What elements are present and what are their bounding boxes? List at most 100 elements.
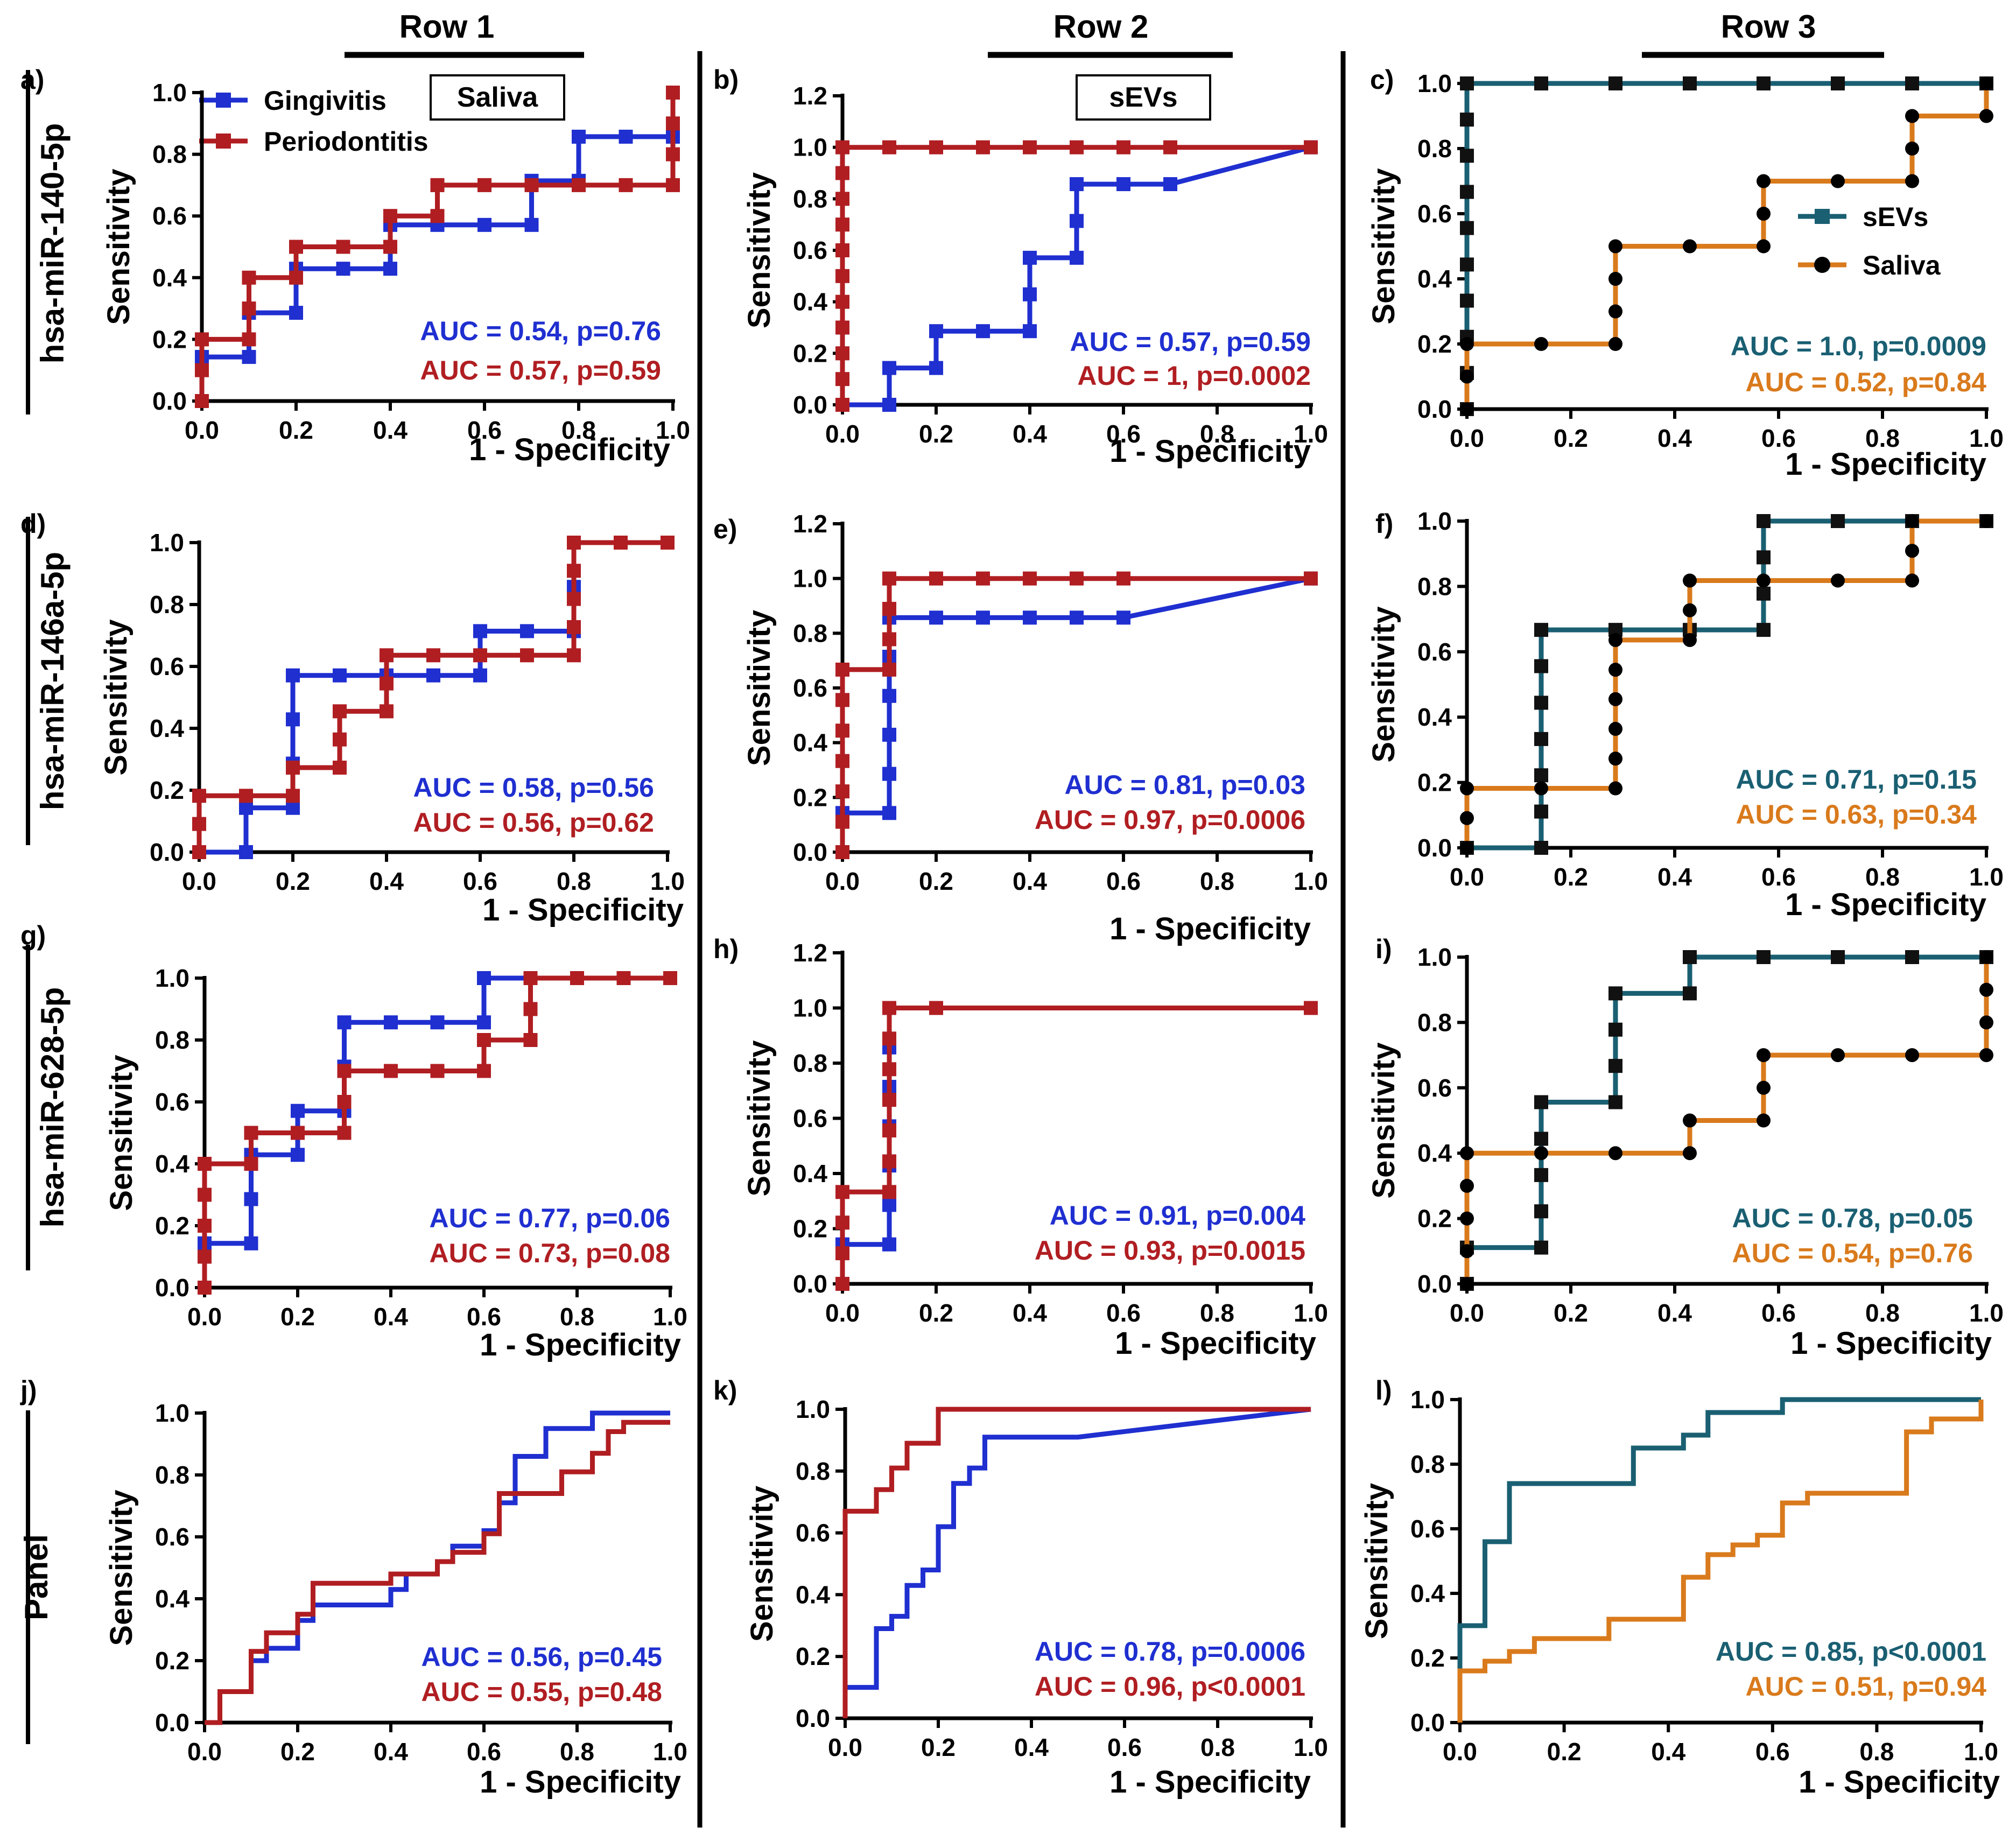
data-point	[882, 602, 896, 616]
x-tick-label: 0.6	[1106, 867, 1141, 895]
y-tick-label: 0.2	[793, 1215, 827, 1243]
x-tick-label: 0.0	[187, 1738, 222, 1766]
y-tick-label: 0.8	[155, 1461, 189, 1489]
data-point	[1304, 140, 1318, 154]
data-point	[1608, 986, 1622, 1001]
data-point	[1534, 1204, 1548, 1219]
y-tick-label: 0.4	[152, 264, 187, 292]
y-tick-label: 0.6	[1417, 1074, 1452, 1102]
data-point	[1979, 109, 1993, 123]
x-tick-label: 0.4	[1651, 1738, 1685, 1766]
data-point	[1116, 610, 1130, 625]
data-point	[1534, 1168, 1548, 1182]
data-point	[1534, 695, 1548, 710]
svg-text:sEVs: sEVs	[1109, 82, 1177, 113]
data-point	[1534, 841, 1548, 855]
panel-letter: a)	[20, 65, 44, 95]
data-point	[239, 800, 253, 815]
data-point	[192, 845, 206, 859]
data-point	[195, 332, 209, 347]
y-tick-label: 0.8	[155, 1026, 189, 1054]
data-point	[616, 971, 631, 985]
data-point	[661, 536, 675, 550]
data-point	[1534, 768, 1548, 783]
data-point	[1534, 623, 1548, 637]
data-point	[1757, 586, 1771, 601]
y-tick-label: 0.4	[793, 288, 827, 316]
x-tick-label: 0.4	[374, 1303, 408, 1331]
x-tick-label: 1.0	[1294, 1733, 1328, 1761]
data-point	[882, 806, 896, 820]
data-point	[1070, 250, 1084, 265]
y-axis-title: Sensitivity	[742, 1040, 777, 1196]
data-point	[572, 129, 586, 144]
x-tick-label: 0.6	[1761, 424, 1796, 452]
y-axis-title: Sensitivity	[744, 1486, 779, 1642]
data-point	[192, 817, 206, 831]
y-tick-label: 1.2	[793, 510, 827, 538]
y-tick-label: 0.6	[793, 1105, 827, 1133]
x-tick-label: 0.4	[1013, 1299, 1047, 1327]
data-point	[1608, 663, 1622, 677]
data-point	[244, 1192, 258, 1206]
legend-gingivitis-periodontitis: Gingivitis Periodontitis	[199, 86, 429, 157]
y-tick-label: 0.0	[152, 387, 187, 415]
auc-annotation: AUC = 0.58, p=0.56	[413, 772, 654, 803]
data-point	[1682, 950, 1697, 964]
data-point	[835, 1185, 849, 1199]
x-tick-label: 1.0	[653, 1738, 687, 1766]
data-point	[1163, 177, 1177, 192]
data-point	[567, 648, 581, 663]
x-tick-label: 0.2	[279, 416, 313, 444]
data-point	[882, 688, 896, 703]
data-point	[1023, 140, 1037, 154]
series-saliva	[1460, 76, 1993, 416]
y-axis-title: Sensitivity	[742, 610, 777, 766]
panel-l: 0.00.20.40.60.81.00.0 0.2 0.4 0.6 0.8 1.01 - …	[1359, 1375, 2000, 1800]
panel-letter: k)	[713, 1375, 737, 1406]
series-periodontitis	[835, 571, 1318, 859]
data-point	[929, 610, 943, 625]
y-tick-label: 0.0	[1417, 395, 1452, 423]
data-point	[976, 324, 990, 339]
x-tick-label: 0.0	[1450, 424, 1484, 452]
x-axis-title: 1 - Specificity	[480, 1327, 681, 1362]
data-point	[289, 270, 303, 285]
y-tick-label: 1.0	[793, 133, 827, 161]
y-tick-label: 0.8	[793, 619, 827, 647]
auc-annotation: AUC = 0.77, p=0.06	[430, 1203, 670, 1233]
series-periodontitis	[835, 1001, 1318, 1291]
column-title-3: Row 3	[1721, 9, 1816, 45]
data-point	[835, 398, 849, 412]
data-point	[666, 147, 680, 161]
data-point	[1023, 610, 1037, 625]
data-point	[929, 571, 943, 586]
data-point	[1831, 76, 1845, 90]
x-axis-title: 1 - Specificity	[1790, 1326, 1992, 1361]
x-tick-label: 0.6	[467, 1738, 501, 1766]
data-point	[1757, 76, 1771, 90]
data-point	[198, 1157, 212, 1171]
data-point	[1905, 142, 1920, 156]
data-point	[976, 571, 990, 586]
panel-c: 0.00.20.40.60.81.00.0 0.2 0.4 0.6 0.8 1.01 - …	[1366, 65, 2004, 482]
data-point	[1460, 811, 1474, 825]
y-tick-label: 0.8	[1417, 572, 1452, 600]
roc-line	[1457, 1397, 1981, 1723]
auc-annotation: AUC = 0.93, p=0.0015	[1035, 1235, 1305, 1266]
data-point	[333, 668, 347, 683]
y-tick-label: 0.2	[1410, 1644, 1445, 1672]
data-point	[1023, 571, 1037, 586]
y-tick-label: 0.6	[796, 1519, 830, 1547]
y-tick-label: 0.4	[1417, 1139, 1452, 1167]
data-point	[1682, 76, 1697, 90]
data-point	[337, 1015, 352, 1030]
legend-periodontitis-marker	[216, 133, 231, 149]
data-point	[333, 732, 347, 747]
data-point	[291, 1148, 305, 1162]
data-point	[426, 648, 440, 663]
saliva-box-label: Saliva	[430, 74, 565, 121]
y-axis-title: Sensitivity	[104, 1055, 139, 1211]
data-point	[244, 1236, 258, 1250]
data-point	[1460, 369, 1474, 384]
